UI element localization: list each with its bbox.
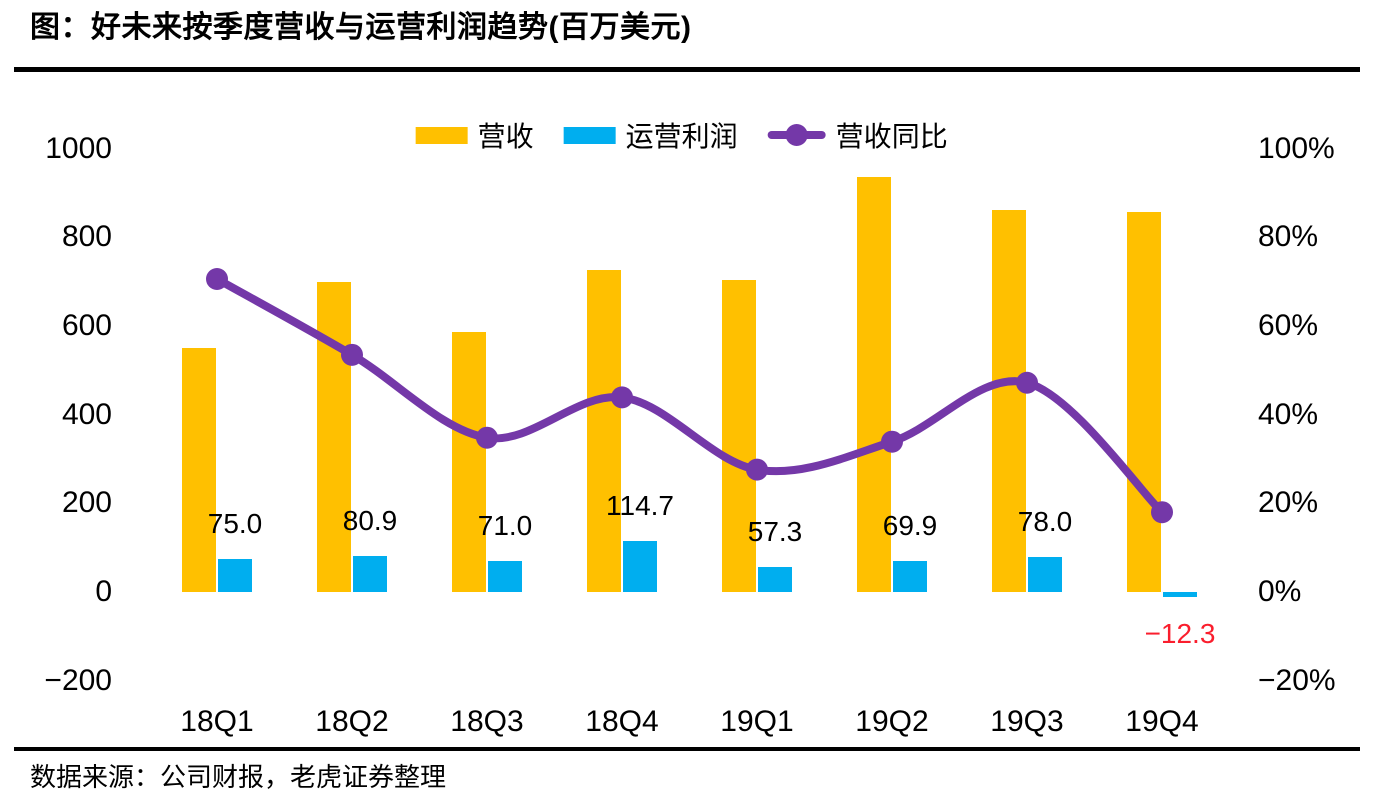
right-axis-tick: 0% bbox=[1258, 575, 1302, 608]
left-axis-tick: 400 bbox=[61, 397, 112, 431]
right-axis-tick: −20% bbox=[1258, 663, 1336, 697]
x-axis-label: 18Q2 bbox=[315, 705, 389, 738]
x-axis-label: 18Q3 bbox=[450, 705, 524, 738]
legend-item-revenue: 营收 bbox=[415, 115, 534, 155]
operating-profit-bar bbox=[1163, 592, 1197, 598]
left-axis-tick: 200 bbox=[61, 486, 112, 520]
x-axis-label: 19Q4 bbox=[1125, 705, 1199, 738]
line-marker-icon bbox=[767, 123, 826, 147]
profit-swatch-icon bbox=[563, 126, 616, 144]
revenue-bar bbox=[182, 348, 216, 592]
legend-label-profit: 运营利润 bbox=[625, 121, 738, 152]
page-title: 图：好未来按季度营收与运营利润趋势(百万美元) bbox=[30, 11, 692, 44]
legend-label-revenue: 营收 bbox=[477, 121, 534, 152]
operating-profit-bar bbox=[893, 561, 927, 592]
footer-divider bbox=[14, 747, 1360, 751]
x-axis-label: 18Q4 bbox=[585, 705, 659, 738]
operating-profit-bar bbox=[353, 556, 387, 592]
revenue-bar bbox=[452, 332, 486, 592]
left-axis-tick: 1000 bbox=[45, 131, 112, 165]
legend-label-yoy: 营收同比 bbox=[835, 121, 948, 152]
revenue-bar bbox=[587, 269, 621, 592]
x-axis-label: 19Q2 bbox=[855, 705, 929, 738]
line-sample-dot bbox=[785, 124, 808, 146]
x-axis-label: 18Q1 bbox=[180, 705, 254, 738]
operating-profit-bar bbox=[488, 560, 522, 592]
right-axis-tick: 80% bbox=[1258, 220, 1319, 254]
profit-data-label: −12.3 bbox=[1144, 618, 1216, 650]
operating-profit-bar bbox=[758, 566, 792, 592]
source-note: 数据来源：公司财报，老虎证券整理 bbox=[30, 762, 447, 792]
chart-legend: 营收 运营利润 营收同比 bbox=[415, 115, 948, 155]
revenue-swatch-icon bbox=[415, 126, 468, 144]
revenue-bar bbox=[317, 281, 351, 592]
legend-item-profit: 运营利润 bbox=[563, 115, 738, 155]
right-axis-tick: 20% bbox=[1258, 486, 1319, 520]
operating-profit-bar bbox=[218, 558, 252, 592]
right-axis-tick: 40% bbox=[1258, 397, 1319, 431]
x-axis-label: 19Q3 bbox=[990, 705, 1064, 738]
left-axis-tick: 600 bbox=[61, 309, 112, 342]
profit-data-label: 57.3 bbox=[747, 515, 803, 547]
x-axis-label: 19Q1 bbox=[720, 705, 794, 738]
operating-profit-bar bbox=[1028, 557, 1062, 592]
title-divider bbox=[14, 67, 1360, 72]
profit-data-label: 78.0 bbox=[1017, 506, 1073, 538]
legend-item-yoy: 营收同比 bbox=[767, 115, 948, 155]
revenue-bar bbox=[1127, 211, 1161, 592]
left-axis-tick: 800 bbox=[61, 220, 112, 254]
left-axis-tick: −200 bbox=[44, 663, 112, 697]
operating-profit-bar bbox=[623, 541, 657, 592]
right-axis-tick: 100% bbox=[1258, 131, 1335, 165]
yoy-line-marker bbox=[206, 268, 228, 291]
left-axis-tick: 0 bbox=[95, 575, 112, 608]
right-axis-tick: 60% bbox=[1258, 309, 1319, 342]
